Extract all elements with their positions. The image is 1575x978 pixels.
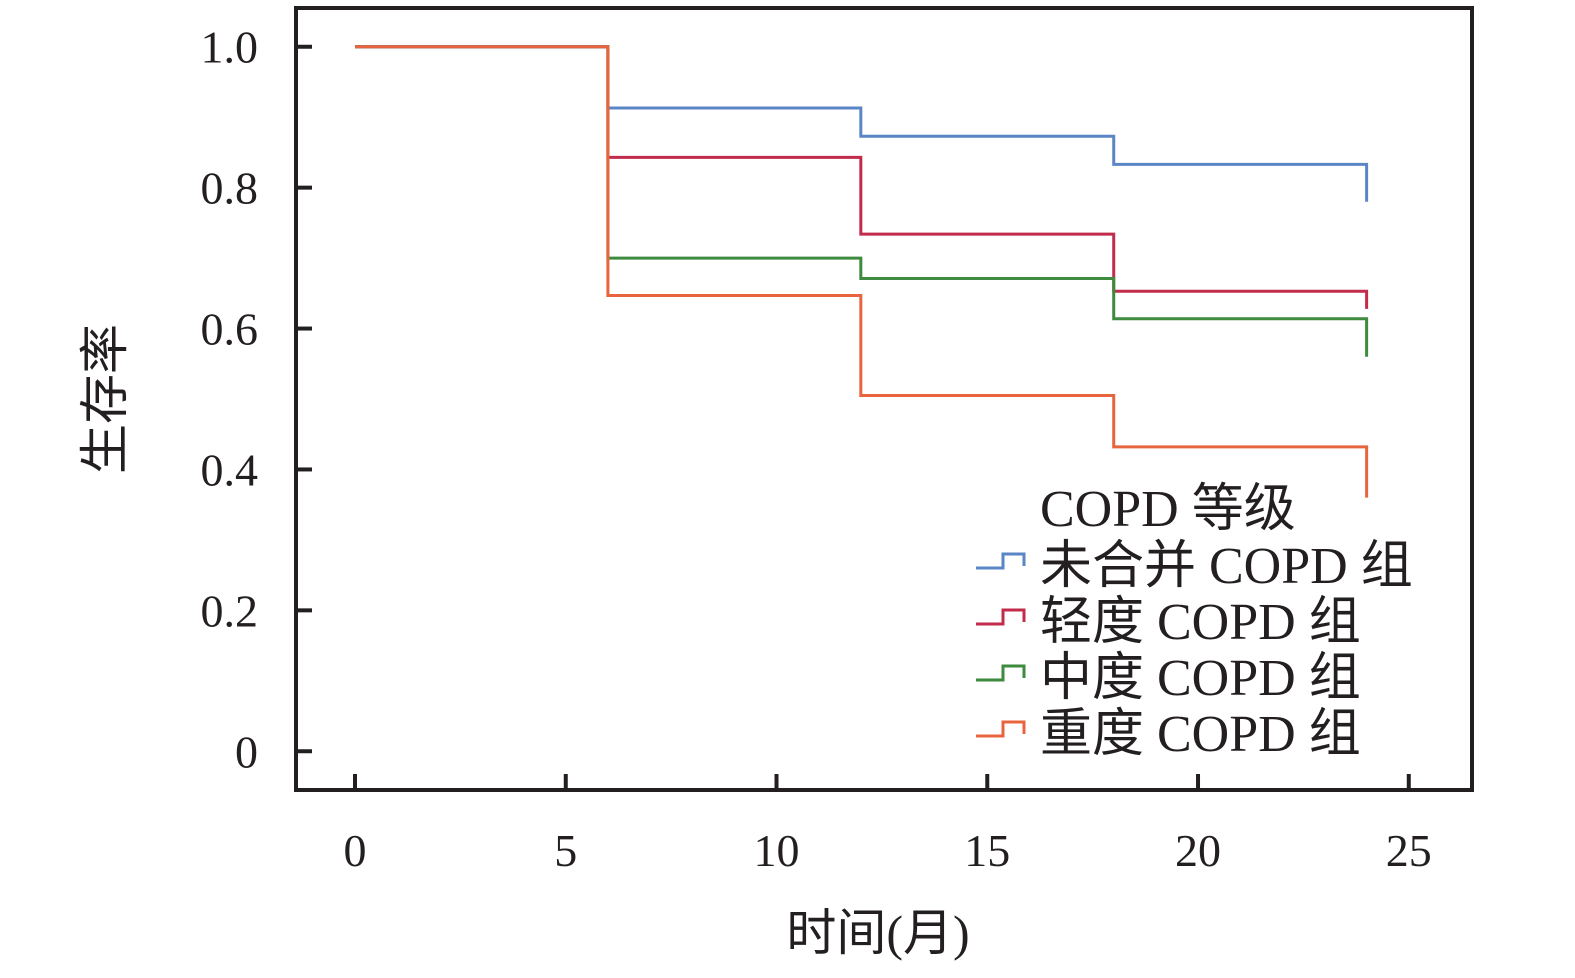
x-axis-title: 时间(月) [786, 905, 969, 961]
y-axis-ticks [296, 44, 312, 754]
x-tick-label-5: 5 [554, 825, 577, 876]
y-tick-label-0-4: 0.4 [201, 444, 259, 495]
legend-label-moderate-copd: 中度 COPD 组 [1040, 650, 1361, 707]
legend-swatch-moderate-copd [976, 664, 1026, 682]
y-tick-label-1-0: 1.0 [201, 22, 259, 73]
legend-label-severe-copd: 重度 COPD 组 [1040, 706, 1361, 763]
legend-swatch-mild-copd [976, 608, 1026, 626]
legend-label-mild-copd: 轻度 COPD 组 [1040, 594, 1361, 651]
y-axis-title: 生存率 [77, 324, 133, 474]
x-axis-tick-labels: 0 5 10 15 20 25 [344, 825, 1432, 876]
legend: COPD 等级 未合并 COPD 组轻度 COPD 组中度 COPD 组重度 C… [976, 481, 1413, 763]
x-tick-label-25: 25 [1386, 825, 1432, 876]
legend-title: COPD 等级 [1040, 481, 1296, 538]
x-axis-ticks [353, 774, 1411, 790]
legend-items: 未合并 COPD 组轻度 COPD 组中度 COPD 组重度 COPD 组 [976, 538, 1413, 763]
y-tick-label-0: 0 [235, 726, 258, 777]
x-tick-label-20: 20 [1175, 825, 1221, 876]
x-tick-label-0: 0 [344, 825, 367, 876]
survival-curves-layer [355, 45, 1369, 498]
legend-label-not-combined-copd: 未合并 COPD 组 [1040, 538, 1413, 595]
legend-swatch-severe-copd [976, 720, 1026, 738]
plot-frame [294, 6, 1474, 792]
x-tick-label-15: 15 [964, 825, 1010, 876]
y-tick-label-0-2: 0.2 [201, 585, 259, 636]
y-tick-label-0-6: 0.6 [201, 304, 259, 355]
y-tick-label-0-8: 0.8 [201, 163, 259, 214]
x-tick-label-10: 10 [754, 825, 800, 876]
y-axis-tick-labels: 0 0.2 0.4 0.6 0.8 1.0 [201, 22, 259, 778]
series-line-severe-copd [355, 45, 1369, 498]
legend-swatch-not-combined-copd [976, 552, 1026, 570]
